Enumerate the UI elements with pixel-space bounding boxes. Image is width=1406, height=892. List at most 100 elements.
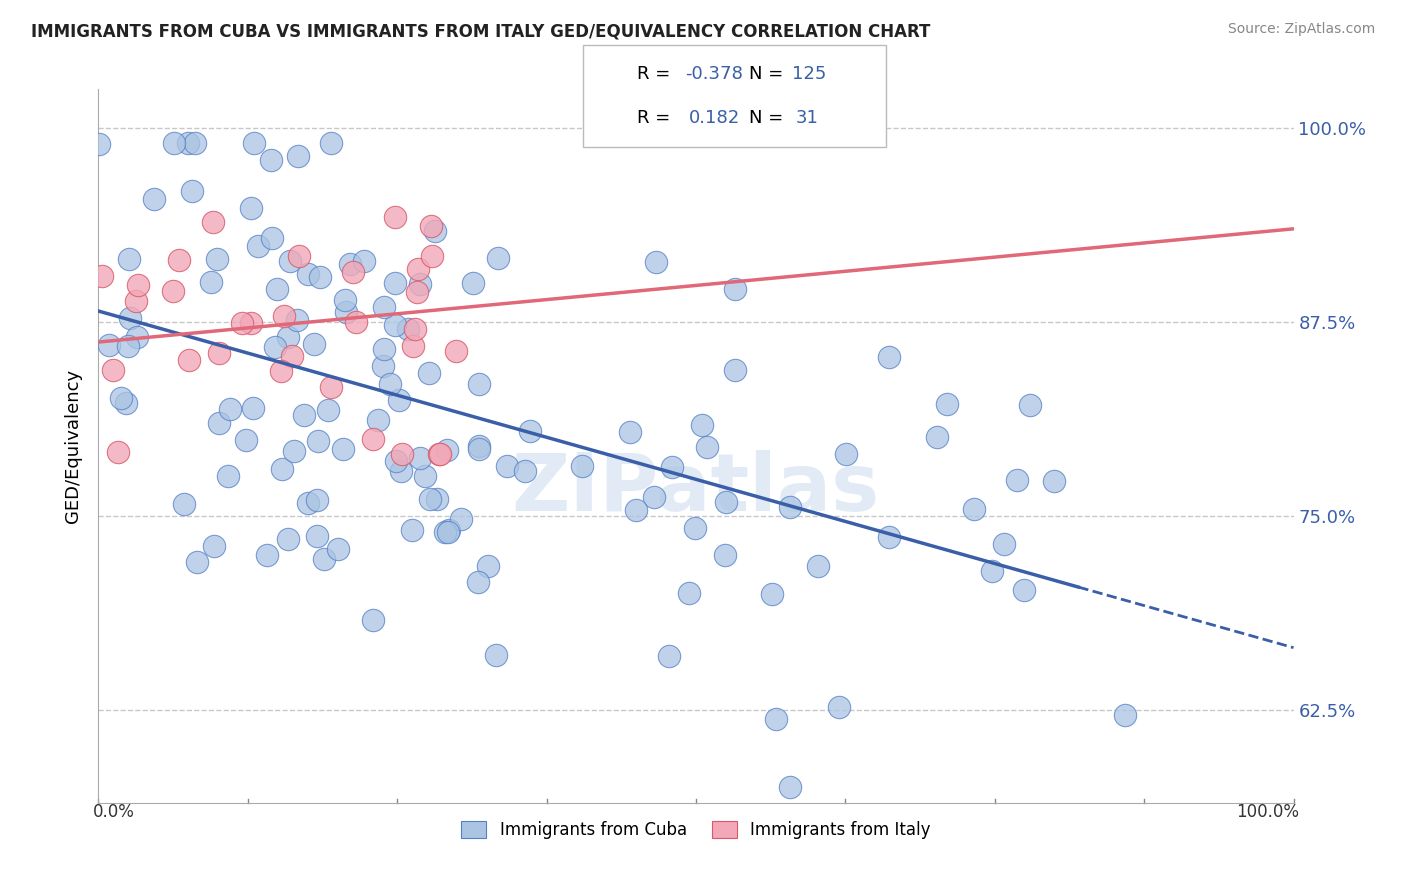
Point <box>980 564 1002 578</box>
Point <box>765 712 787 726</box>
Point <box>385 454 408 468</box>
Point <box>344 316 367 330</box>
Point <box>367 413 389 427</box>
Point <box>678 585 700 599</box>
Point <box>1114 708 1136 723</box>
Point <box>297 496 319 510</box>
Point <box>485 648 508 663</box>
Point <box>288 249 311 263</box>
Point <box>208 416 231 430</box>
Text: -0.378: -0.378 <box>685 65 742 83</box>
Point <box>835 447 858 461</box>
Text: IMMIGRANTS FROM CUBA VS IMMIGRANTS FROM ITALY GED/EQUIVALENCY CORRELATION CHART: IMMIGRANTS FROM CUBA VS IMMIGRANTS FROM … <box>31 22 931 40</box>
Point <box>287 149 309 163</box>
Point <box>184 136 207 151</box>
Text: N =: N = <box>749 109 796 127</box>
Point <box>264 340 287 354</box>
Point <box>117 252 139 267</box>
Text: R =: R = <box>637 109 682 127</box>
Point <box>619 425 641 439</box>
Point <box>1007 473 1029 487</box>
Point <box>218 402 240 417</box>
Point <box>437 525 460 540</box>
Point <box>384 318 406 333</box>
Point <box>419 492 441 507</box>
Point <box>696 440 718 454</box>
Point <box>389 464 412 478</box>
Point <box>162 284 184 298</box>
Point <box>240 202 263 216</box>
Point <box>260 231 283 245</box>
Point <box>450 512 472 526</box>
Point <box>496 458 519 473</box>
Point <box>468 440 491 454</box>
Text: R =: R = <box>637 65 676 83</box>
Point <box>120 311 142 326</box>
Point <box>201 215 224 229</box>
Point <box>292 409 315 423</box>
Point <box>413 468 436 483</box>
Point <box>406 285 429 299</box>
Point <box>260 153 283 167</box>
Point <box>401 524 423 538</box>
Point <box>779 780 801 795</box>
Point <box>87 137 110 152</box>
Point <box>436 443 458 458</box>
Point <box>384 210 406 224</box>
Point <box>828 699 851 714</box>
Point <box>513 464 536 478</box>
Point <box>277 329 299 343</box>
Point <box>239 316 262 330</box>
Point <box>316 403 339 417</box>
Point <box>179 353 201 368</box>
Point <box>235 433 257 447</box>
Point <box>461 276 484 290</box>
Point <box>363 613 385 627</box>
Point <box>1043 475 1066 489</box>
Point <box>205 252 228 267</box>
Point <box>1019 398 1042 412</box>
Point <box>342 265 364 279</box>
Point <box>714 548 737 562</box>
Point <box>877 531 900 545</box>
Point <box>361 432 384 446</box>
Point <box>217 469 239 483</box>
Point <box>125 294 148 309</box>
Point <box>409 277 432 291</box>
Point <box>724 363 747 377</box>
Point <box>90 269 112 284</box>
Point <box>335 305 357 319</box>
Point <box>181 184 204 198</box>
Point <box>396 322 419 336</box>
Point <box>143 192 166 206</box>
Point <box>169 253 191 268</box>
Point <box>173 497 195 511</box>
Point <box>256 548 278 562</box>
Point <box>117 339 139 353</box>
Point <box>107 445 129 459</box>
Point <box>426 491 449 506</box>
Point <box>277 532 299 546</box>
Point <box>326 542 349 557</box>
Point <box>643 491 665 505</box>
Point <box>312 551 335 566</box>
Y-axis label: GED/Equivalency: GED/Equivalency <box>65 369 83 523</box>
Point <box>127 278 149 293</box>
Point <box>927 430 949 444</box>
Point <box>110 391 132 405</box>
Point <box>779 500 801 514</box>
Point <box>163 136 186 151</box>
Point <box>208 346 231 360</box>
Point <box>468 442 491 456</box>
Point <box>420 248 443 262</box>
Point <box>103 363 125 377</box>
Point <box>993 536 1015 550</box>
Point <box>406 262 429 277</box>
Text: 0.182: 0.182 <box>689 109 740 127</box>
Point <box>273 309 295 323</box>
Point <box>388 392 411 407</box>
Point <box>231 316 253 330</box>
Point <box>202 539 225 553</box>
Point <box>935 397 957 411</box>
Point <box>333 293 356 308</box>
